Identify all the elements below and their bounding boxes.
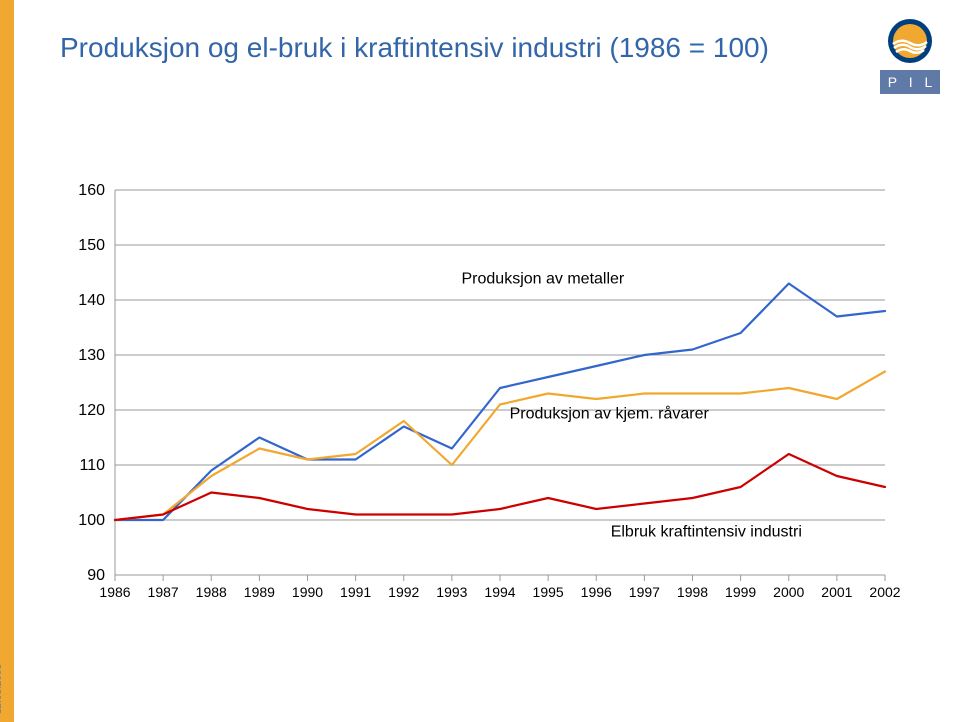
svg-text:1987: 1987 (148, 584, 179, 600)
svg-text:Elbruk kraftintensiv industri: Elbruk kraftintensiv industri (611, 524, 802, 541)
svg-text:1988: 1988 (196, 584, 227, 600)
svg-text:2000: 2000 (773, 584, 804, 600)
footer-date: 12.03.2003 (0, 664, 4, 714)
svg-text:1997: 1997 (629, 584, 660, 600)
left-stripe (0, 0, 14, 722)
svg-text:160: 160 (78, 182, 105, 199)
svg-text:1995: 1995 (533, 584, 564, 600)
svg-text:1999: 1999 (725, 584, 756, 600)
svg-text:130: 130 (78, 347, 105, 364)
svg-text:150: 150 (78, 237, 105, 254)
svg-text:1989: 1989 (244, 584, 275, 600)
svg-text:1990: 1990 (292, 584, 323, 600)
svg-text:1994: 1994 (484, 584, 515, 600)
svg-text:2002: 2002 (869, 584, 900, 600)
svg-text:100: 100 (78, 512, 105, 529)
svg-text:90: 90 (87, 567, 105, 584)
logo-text: P I L (880, 70, 940, 94)
svg-text:1992: 1992 (388, 584, 419, 600)
pil-logo-icon (887, 18, 933, 64)
logo: P I L (880, 18, 940, 94)
line-chart: 90 100 110 120 130 140 150 160 1986 1987 1988 1989 1… (60, 180, 900, 610)
svg-text:Produksjon av metaller: Produksjon av metaller (462, 271, 625, 288)
svg-text:Produksjon av kjem. råvarer: Produksjon av kjem. råvarer (510, 404, 710, 422)
svg-text:1998: 1998 (677, 584, 708, 600)
page-title: Produksjon og el-bruk i kraftintensiv in… (60, 30, 769, 65)
svg-text:1996: 1996 (581, 584, 612, 600)
svg-text:1993: 1993 (436, 584, 467, 600)
svg-text:2001: 2001 (821, 584, 852, 600)
svg-text:120: 120 (78, 402, 105, 419)
svg-text:1986: 1986 (99, 584, 130, 600)
svg-text:140: 140 (78, 292, 105, 309)
svg-text:1991: 1991 (340, 584, 371, 600)
svg-text:110: 110 (79, 457, 105, 474)
